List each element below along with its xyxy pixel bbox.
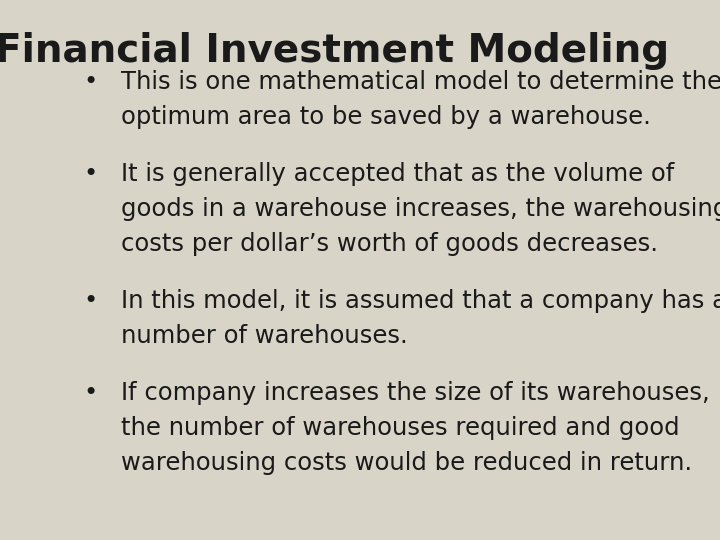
Text: the number of warehouses required and good: the number of warehouses required and go… <box>121 416 680 440</box>
Text: •: • <box>84 381 98 404</box>
Text: It is generally accepted that as the volume of: It is generally accepted that as the vol… <box>121 162 675 186</box>
Text: •: • <box>84 162 98 186</box>
Text: •: • <box>84 70 98 94</box>
Text: In this model, it is assumed that a company has a: In this model, it is assumed that a comp… <box>121 289 720 313</box>
Text: number of warehouses.: number of warehouses. <box>121 324 408 348</box>
Text: This is one mathematical model to determine the: This is one mathematical model to determ… <box>121 70 720 94</box>
Text: If company increases the size of its warehouses,: If company increases the size of its war… <box>121 381 710 404</box>
Text: •: • <box>84 289 98 313</box>
Text: optimum area to be saved by a warehouse.: optimum area to be saved by a warehouse. <box>121 105 651 129</box>
Text: costs per dollar’s worth of goods decreases.: costs per dollar’s worth of goods decrea… <box>121 232 658 256</box>
Text: goods in a warehouse increases, the warehousing: goods in a warehouse increases, the ware… <box>121 197 720 221</box>
Text: Financial Investment Modeling: Financial Investment Modeling <box>0 32 670 70</box>
Text: warehousing costs would be reduced in return.: warehousing costs would be reduced in re… <box>121 451 692 475</box>
